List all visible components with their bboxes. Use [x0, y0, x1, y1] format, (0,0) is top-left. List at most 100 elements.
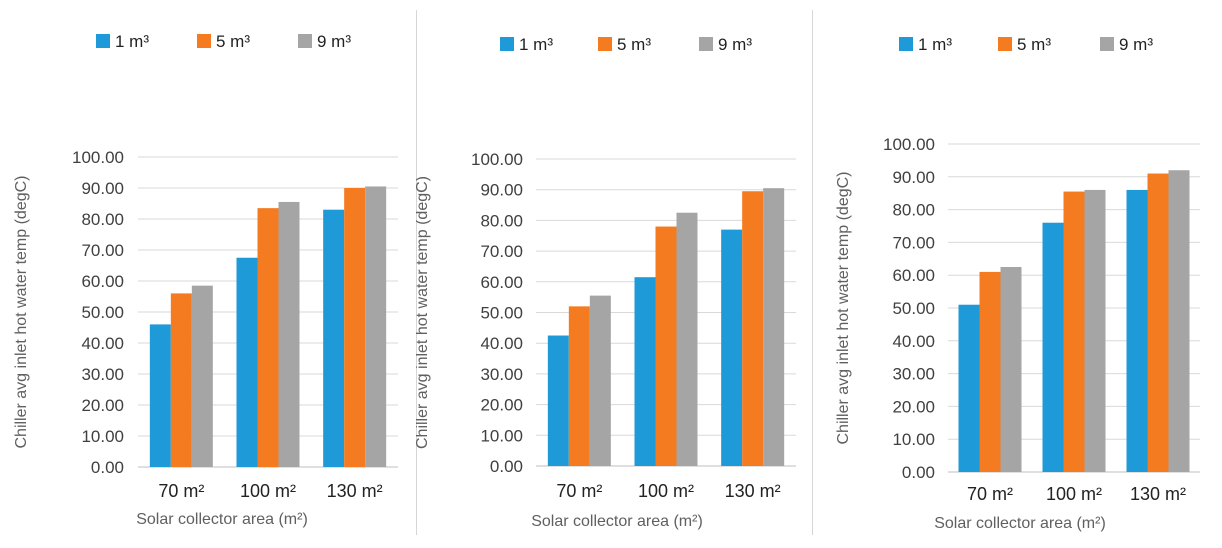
x-category-label: 70 m²: [967, 484, 1013, 504]
y-tick-label: 60.00: [81, 272, 124, 291]
x-category-label: 130 m²: [327, 481, 383, 501]
chart-panel-3: 1 m³ 5 m³ 9 m³ 0.00 10.00 20.00 30.00 40.00 50.0…: [812, 0, 1222, 543]
bar-2-2: [1063, 191, 1085, 472]
bar-3-2: [278, 201, 300, 467]
bar-1-3: [323, 209, 345, 467]
x-axis-title: Solar collector area (m²): [136, 511, 308, 528]
x-category-label: 70 m²: [556, 481, 602, 501]
legend-label-3: 9 m³: [317, 32, 351, 51]
bar-1-3: [721, 229, 743, 466]
y-tick-label: 0.00: [902, 463, 935, 482]
legend-label-1: 1 m³: [918, 35, 952, 54]
y-tick-label: 10.00: [480, 426, 523, 445]
x-category-label: 100 m²: [240, 481, 296, 501]
y-tick-label: 60.00: [480, 273, 523, 292]
y-tick-label: 0.00: [91, 458, 124, 477]
y-tick-label: 30.00: [892, 365, 935, 384]
y-tick-label: 90.00: [480, 181, 523, 200]
legend-label-1: 1 m³: [115, 32, 149, 51]
bar-1-2: [236, 257, 258, 467]
y-tick-label: 50.00: [892, 299, 935, 318]
panel-divider-1: [416, 10, 417, 535]
legend-label-3: 9 m³: [1119, 35, 1153, 54]
x-axis-title: Solar collector area (m²): [934, 515, 1106, 532]
legend-swatch-3: [699, 37, 713, 51]
bar-3-2: [676, 212, 698, 466]
y-tick-label: 50.00: [480, 304, 523, 323]
legend-label-1: 1 m³: [519, 35, 553, 54]
legend-swatch-1: [899, 37, 913, 51]
y-tick-label: 60.00: [892, 266, 935, 285]
legend-label-2: 5 m³: [1017, 35, 1051, 54]
bar-1-2: [1042, 222, 1064, 472]
bar-1-1: [149, 324, 171, 467]
legend-swatch-3: [298, 34, 312, 48]
y-tick-label: 70.00: [480, 242, 523, 261]
y-tick-label: 30.00: [81, 365, 124, 384]
y-axis-title: Chiller avg inlet hot water temp (degC): [13, 175, 30, 448]
x-category-label: 100 m²: [638, 481, 694, 501]
bar-chart-1: 1 m³ 5 m³ 9 m³ 0.00 10.00 20.00 30.00 40.00 50.0…: [13, 32, 398, 528]
y-tick-label: 40.00: [892, 332, 935, 351]
bar-2-1: [568, 306, 590, 466]
y-tick-label: 20.00: [892, 397, 935, 416]
y-tick-label: 80.00: [480, 211, 523, 230]
bar-1-3: [1126, 189, 1148, 473]
legend-swatch-2: [197, 34, 211, 48]
y-tick-label: 0.00: [490, 457, 523, 476]
y-tick-label: 100.00: [72, 148, 124, 167]
y-tick-label: 10.00: [892, 430, 935, 449]
y-tick-label: 20.00: [480, 396, 523, 415]
bar-3-1: [191, 285, 213, 467]
bar-1-2: [634, 277, 656, 466]
y-axis-title: Chiller avg inlet hot water temp (degC): [416, 176, 431, 449]
bar-3-1: [589, 295, 611, 466]
x-axis-title: Solar collector area (m²): [531, 513, 703, 530]
y-tick-label: 80.00: [81, 210, 124, 229]
y-tick-label: 90.00: [892, 168, 935, 187]
y-tick-label: 70.00: [892, 233, 935, 252]
panel-divider-2: [812, 10, 813, 535]
x-category-label: 130 m²: [725, 481, 781, 501]
bar-2-2: [655, 226, 677, 466]
x-category-label: 100 m²: [1046, 484, 1102, 504]
bar-chart-3: 1 m³ 5 m³ 9 m³ 0.00 10.00 20.00 30.00 40.00 50.0…: [835, 35, 1200, 532]
bar-3-3: [763, 188, 785, 467]
y-tick-label: 70.00: [81, 241, 124, 260]
y-tick-label: 100.00: [471, 150, 523, 169]
legend-swatch-2: [998, 37, 1012, 51]
y-axis-title: Chiller avg inlet hot water temp (degC): [835, 171, 852, 444]
bar-3-2: [1084, 189, 1106, 473]
y-tick-label: 10.00: [81, 427, 124, 446]
x-category-label: 130 m²: [1130, 484, 1186, 504]
y-tick-label: 100.00: [883, 135, 935, 154]
legend-swatch-2: [598, 37, 612, 51]
bar-1-1: [958, 304, 980, 472]
bar-chart-2: 1 m³ 5 m³ 9 m³ 0.00 10.00 20.00 30.00 40.00 50.0…: [414, 35, 796, 530]
y-tick-label: 40.00: [480, 334, 523, 353]
y-tick-label: 20.00: [81, 396, 124, 415]
legend-label-2: 5 m³: [216, 32, 250, 51]
legend-swatch-3: [1100, 37, 1114, 51]
legend-swatch-1: [500, 37, 514, 51]
bar-3-3: [1168, 170, 1190, 473]
y-tick-label: 50.00: [81, 303, 124, 322]
bar-2-1: [979, 271, 1001, 472]
bar-1-1: [547, 335, 569, 466]
bar-2-1: [170, 293, 192, 467]
bar-2-3: [344, 188, 366, 467]
y-tick-label: 30.00: [480, 365, 523, 384]
bar-2-3: [742, 191, 764, 467]
chart-panel-2: 1 m³ 5 m³ 9 m³ 0.00 10.00 20.00 30.00 40.00 50.0…: [414, 0, 812, 543]
chart-panel-1: 1 m³ 5 m³ 9 m³ 0.00 10.00 20.00 30.00 40.00 50.0…: [0, 0, 416, 543]
x-category-label: 70 m²: [158, 481, 204, 501]
y-tick-label: 90.00: [81, 179, 124, 198]
bar-3-3: [365, 186, 387, 467]
legend-label-3: 9 m³: [718, 35, 752, 54]
legend-label-2: 5 m³: [617, 35, 651, 54]
bar-2-3: [1147, 173, 1169, 472]
legend-swatch-1: [96, 34, 110, 48]
y-tick-label: 80.00: [892, 201, 935, 220]
y-tick-label: 40.00: [81, 334, 124, 353]
bar-2-2: [257, 208, 279, 467]
